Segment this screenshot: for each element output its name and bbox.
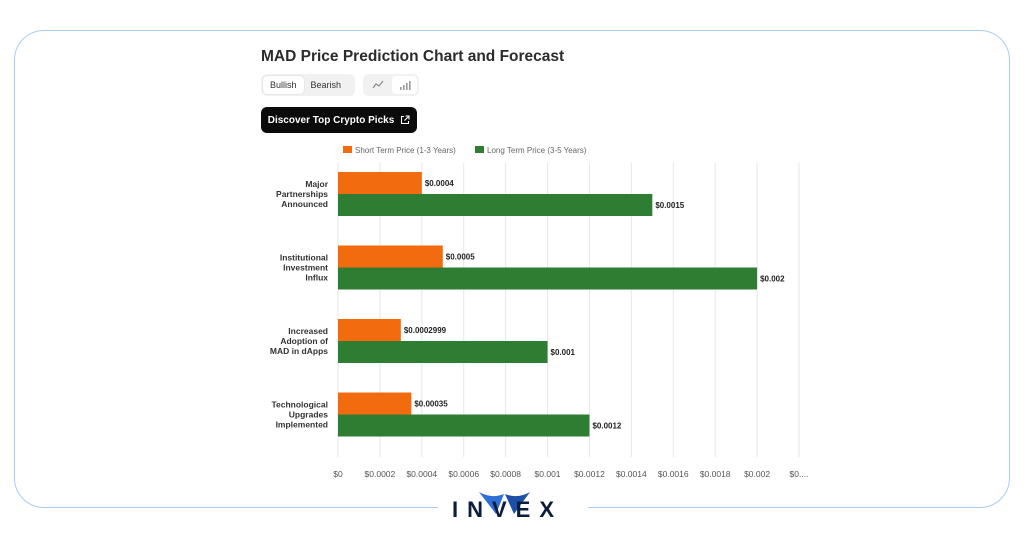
bar-chart-button[interactable]	[392, 76, 417, 94]
page-title: MAD Price Prediction Chart and Forecast	[261, 48, 565, 65]
x-tick-label: $0.0002	[365, 469, 396, 479]
legend-label: Long Term Price (3-5 Years)	[487, 146, 587, 155]
bar	[338, 414, 590, 437]
category-label: Increased	[288, 326, 328, 336]
x-tick-label: $0.0004	[406, 469, 437, 479]
sentiment-toggle: Bullish Bearish	[261, 74, 355, 96]
discover-crypto-label: Discover Top Crypto Picks	[267, 114, 395, 126]
data-label: $0.0004	[425, 179, 454, 188]
legend-swatch	[475, 146, 484, 153]
x-tick-label: $0.0016	[658, 469, 689, 479]
x-tick-label: $0.0012	[574, 469, 605, 479]
category-label: Institutional	[280, 253, 328, 263]
legend-swatch	[343, 146, 352, 153]
data-label: $0.00035	[414, 400, 448, 409]
data-label: $0.0015	[655, 201, 684, 210]
category-label: Adoption of	[280, 336, 328, 346]
brand-name: INVEX	[452, 497, 564, 522]
invex-logo	[479, 492, 530, 514]
category-label: Implemented	[276, 420, 328, 430]
chart-type-toggle	[363, 74, 419, 96]
data-label: $0.002	[760, 275, 785, 284]
bar	[338, 341, 548, 363]
category-label: Major	[305, 179, 328, 189]
x-tick-label: $0.0018	[700, 469, 731, 479]
bar	[338, 194, 653, 216]
bearish-button[interactable]: Bearish	[310, 80, 342, 90]
x-tick-label: $0.0008	[490, 469, 521, 479]
x-tick-label: $0....	[790, 469, 809, 479]
x-tick-label: $0.002	[744, 469, 770, 479]
line-chart-button[interactable]	[365, 76, 390, 94]
data-label: $0.0012	[592, 422, 621, 431]
x-tick-label: $0.0014	[616, 469, 647, 479]
bullish-button[interactable]: Bullish	[263, 76, 304, 94]
line-chart-icon	[372, 80, 383, 89]
bar	[338, 267, 758, 290]
data-label: $0.0005	[446, 253, 475, 262]
category-label: Announced	[281, 199, 328, 209]
category-label: Technological	[271, 400, 328, 410]
x-tick-label: $0.0006	[448, 469, 479, 479]
bar	[338, 245, 443, 268]
category-label: Investment	[283, 263, 328, 273]
data-label: $0.0002999	[404, 326, 447, 335]
external-link-icon	[401, 115, 410, 125]
x-tick-label: $0.001	[535, 469, 561, 479]
category-label: Influx	[305, 273, 328, 283]
data-label: $0.001	[551, 348, 576, 357]
bar	[338, 319, 401, 341]
bar	[338, 172, 422, 194]
category-label: Partnerships	[276, 189, 328, 199]
category-label: Upgrades	[289, 410, 328, 420]
bar-chart-icon	[399, 81, 411, 90]
category-label: MAD in dApps	[270, 346, 328, 356]
discover-crypto-button[interactable]: Discover Top Crypto Picks	[261, 107, 417, 133]
legend-label: Short Term Price (1-3 Years)	[355, 146, 456, 155]
x-tick-label: $0	[333, 469, 343, 479]
bar	[338, 392, 412, 415]
